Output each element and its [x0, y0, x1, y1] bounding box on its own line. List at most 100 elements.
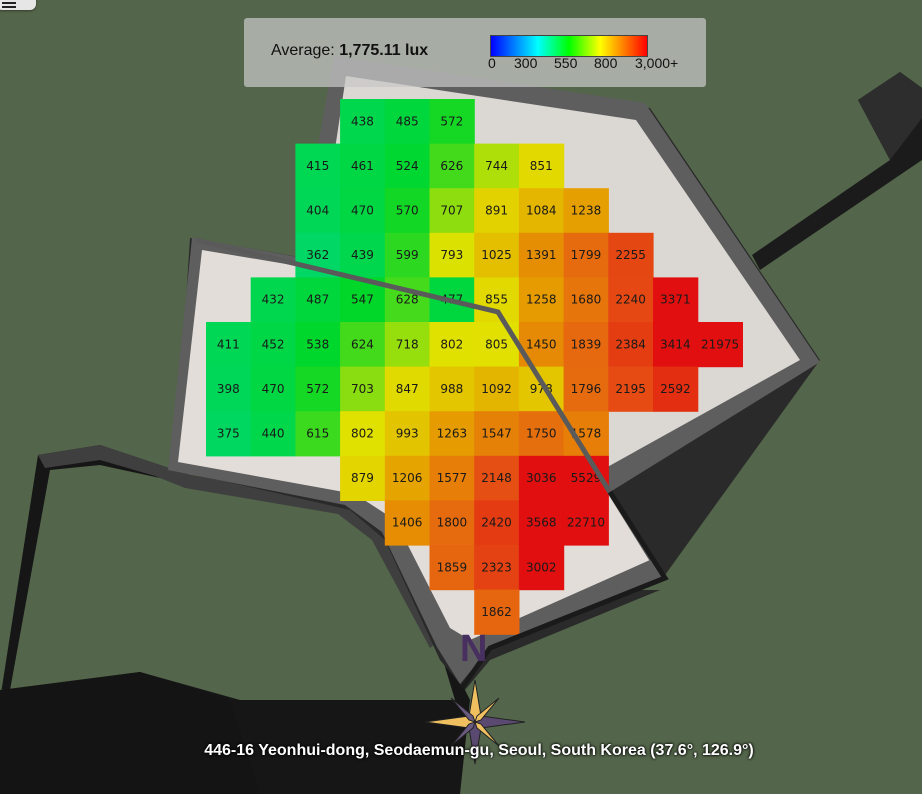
heatmap-cell: [474, 589, 520, 635]
heatmap-cell: [340, 366, 386, 412]
heatmap-cell-value: 452: [262, 337, 285, 351]
heatmap-cell: [608, 277, 654, 323]
heatmap-cell-value: 2420: [481, 516, 512, 530]
heatmap-cell-value: 2323: [481, 560, 512, 574]
heatmap-cell: [518, 500, 565, 546]
heatmap-cell: [384, 143, 431, 189]
heatmap-cell-value: 851: [530, 159, 553, 173]
heatmap-cell-value: 624: [351, 337, 374, 351]
location-address: 446-16 Yeonhui-dong, Seodaemun-gu, Seoul…: [204, 742, 754, 759]
heatmap-cell: [608, 322, 654, 368]
heatmap-cell-value: 599: [396, 248, 419, 262]
heatmap-cell: [384, 366, 431, 412]
heatmap-cell-value: 2255: [615, 248, 646, 262]
heatmap-cell: [384, 188, 431, 234]
heatmap-cell: [295, 366, 341, 412]
heatmap-cell-value: 362: [306, 248, 329, 262]
heatmap-cell: [340, 188, 386, 234]
heatmap-cell: [474, 143, 520, 189]
heatmap-cell: [384, 99, 431, 145]
average-prefix: Average:: [271, 42, 340, 59]
heatmap-cell-value: 1238: [571, 204, 602, 218]
heatmap-cell-value: 793: [440, 248, 463, 262]
heatmap-cell: [340, 232, 386, 278]
heatmap-cell-value: 2240: [615, 293, 646, 307]
heatmap-cell: [474, 366, 520, 412]
heatmap-cell-value: 3414: [660, 337, 691, 351]
average-illuminance: Average: 1,775.11 lux: [271, 42, 428, 60]
heatmap-cell-value: 2195: [615, 382, 646, 396]
heatmap-cell-value: 2384: [615, 337, 646, 351]
neighbor-wall-top: [38, 445, 440, 648]
heatmap-cell-value: 1796: [571, 382, 602, 396]
heatmap-cell-value: 524: [396, 159, 419, 173]
scale-tick-2: 550: [554, 55, 578, 71]
heatmap-cell: [250, 277, 296, 323]
heatmap-cell-value: 3568: [526, 516, 557, 530]
heatmap-cell-value: 615: [306, 427, 329, 441]
heatmap-cell: [295, 411, 341, 457]
heatmap-cell-value: 718: [396, 337, 419, 351]
heatmap-cell-value: 1547: [481, 427, 512, 441]
heatmap-cell-value: 1862: [481, 605, 512, 619]
heatmap-cell-value: 626: [440, 159, 463, 173]
heatmap-cell-value: 375: [217, 427, 240, 441]
heatmap-cell: [474, 545, 520, 591]
heatmap-cell-value: 1025: [481, 248, 512, 262]
partition-wall: [195, 237, 655, 562]
heatmap-cell: [384, 322, 431, 368]
illuminance-heatmap: 438 485 572 415 461 524 626 744 851 404 470 570 707 8…: [206, 99, 743, 635]
heatmap-cell-value: 440: [262, 427, 285, 441]
heatmap-cell-value: 802: [440, 337, 463, 351]
menu-button[interactable]: [0, 0, 36, 10]
heatmap-cell-value: 21975: [701, 337, 739, 351]
heatmap-cell-value: 572: [306, 382, 329, 396]
heatmap-cell-value: 988: [440, 382, 463, 396]
heatmap-cell: [608, 232, 654, 278]
bottom-left-dark: [0, 672, 260, 794]
scale-tick-3: 800: [594, 55, 618, 71]
heatmap-cell-value: 993: [396, 427, 419, 441]
heatmap-cell: [340, 411, 386, 457]
heatmap-cell: [295, 188, 341, 234]
heatmap-cell-value: 744: [485, 159, 508, 173]
heatmap-cell: [206, 411, 252, 457]
heatmap-cell: [295, 277, 341, 323]
heatmap-cell-value: 855: [485, 293, 508, 307]
heatmap-cell-value: 432: [262, 293, 285, 307]
compass-north-label: N: [460, 628, 488, 670]
heatmap-cell: [206, 366, 252, 412]
heatmap-cell: [474, 277, 520, 323]
scale-tick-0: 0: [488, 55, 496, 71]
hamburger-menu-icon: [2, 2, 16, 4]
heatmap-cell-value: 22710: [567, 516, 605, 530]
heatmap-cell-value: 404: [306, 204, 329, 218]
heatmap-cell-value: 572: [440, 114, 463, 128]
heatmap-cell-value: 1406: [392, 516, 423, 530]
neighbor-floor-left: [10, 465, 455, 700]
heatmap-cell: [429, 99, 475, 145]
heatmap-cell: [250, 411, 296, 457]
heatmap-cell-value: 1859: [437, 560, 468, 574]
heatmap-cell-value: 1263: [437, 427, 468, 441]
heatmap-cell-value: 2148: [481, 471, 512, 485]
heatmap-cell: [295, 322, 341, 368]
heatmap-cell: [340, 322, 386, 368]
average-value: 1,775.11 lux: [339, 42, 429, 59]
heatmap-cell: [384, 455, 431, 501]
heatmap-cell: [697, 322, 743, 368]
scale-tick-1: 300: [514, 55, 538, 71]
heatmap-cell-value: 1258: [526, 293, 557, 307]
heatmap-cell-value: 1084: [526, 204, 557, 218]
heatmap-cell-value: 485: [396, 114, 419, 128]
heatmap-cell: [653, 322, 699, 368]
heatmap-cell: [295, 143, 341, 189]
heatmap-cell: [608, 366, 654, 412]
heatmap-cell: [429, 232, 475, 278]
heatmap-cell-value: 1839: [571, 337, 602, 351]
heatmap-cell-value: 1391: [526, 248, 557, 262]
heatmap-cell-value: 3002: [526, 560, 557, 574]
heatmap-cell-value: 1450: [526, 337, 557, 351]
heatmap-cell: [653, 277, 699, 323]
